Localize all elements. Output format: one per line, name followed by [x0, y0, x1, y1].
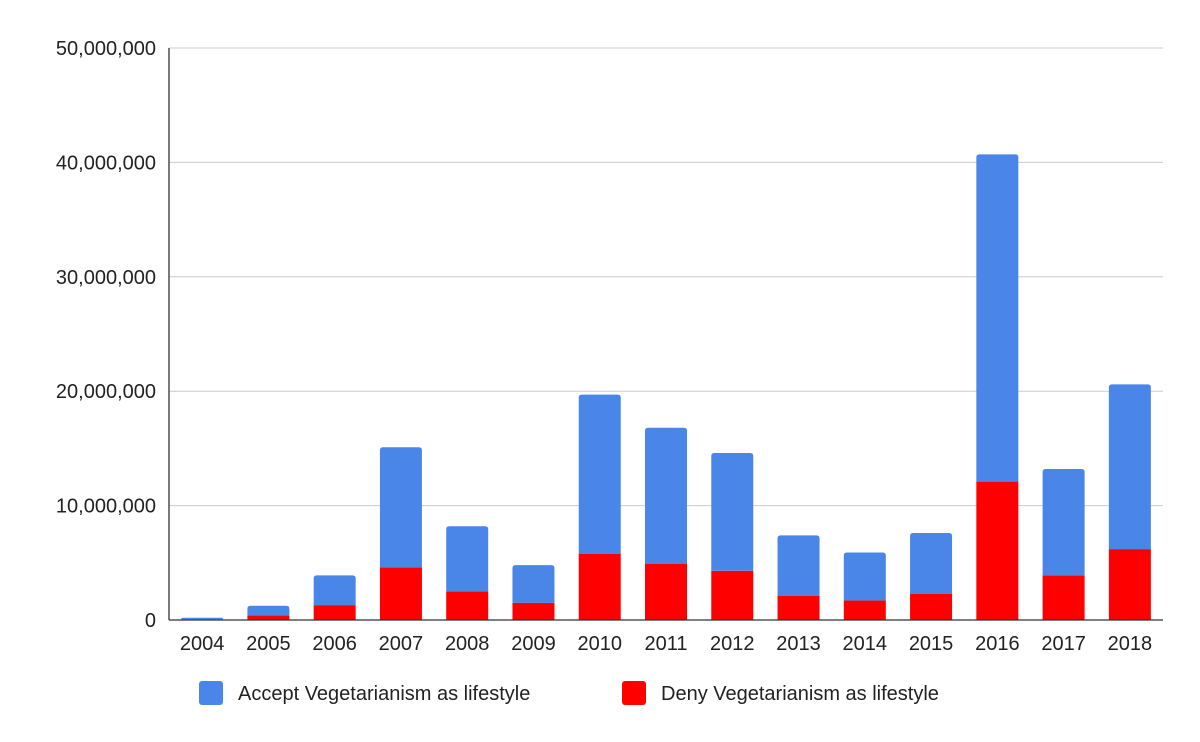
x-tick-label: 2009	[511, 633, 556, 655]
bar-segment-accept-2008	[446, 526, 489, 592]
legend-label: Accept Vegetarianism as lifestyle	[238, 683, 530, 705]
bar-segment-accept-2015	[910, 533, 953, 594]
x-tick-label: 2013	[776, 633, 821, 655]
bar-segment-accept-2010	[578, 394, 621, 554]
bar-segment-deny-2009	[512, 602, 555, 620]
y-tick-label: 30,000,000	[56, 267, 156, 289]
bar-segment-accept-2007	[379, 447, 422, 568]
bar-segment-deny-2016	[976, 481, 1019, 620]
x-tick-label: 2005	[246, 633, 291, 655]
axes	[168, 48, 1163, 621]
x-tick-label: 2004	[180, 633, 225, 655]
bar-segment-deny-2010	[578, 553, 621, 620]
bar-segment-deny-2005	[247, 615, 290, 620]
y-tick-label: 40,000,000	[56, 152, 156, 174]
bar-segment-deny-2008	[446, 591, 489, 620]
x-tick-label: 2014	[843, 633, 888, 655]
bar-segment-accept-2005	[247, 605, 290, 616]
bar-segment-deny-2018	[1108, 549, 1151, 620]
bar-segment-deny-2017	[1042, 575, 1085, 620]
bar-segment-deny-2011	[645, 563, 687, 620]
bars	[181, 154, 1151, 620]
bar-segment-accept-2018	[1108, 384, 1151, 550]
legend-swatch	[199, 681, 223, 705]
x-tick-label: 2015	[909, 633, 954, 655]
bar-segment-accept-2004	[181, 617, 224, 620]
legend-label: Deny Vegetarianism as lifestyle	[661, 683, 939, 705]
bar-segment-deny-2006	[313, 605, 356, 620]
x-tick-label: 2018	[1108, 633, 1153, 655]
x-axis-tick-labels: 2004 2005 2006 2007 2008 2009 2010 2011 2012 2013…	[180, 633, 1152, 655]
y-tick-label: 20,000,000	[56, 381, 156, 403]
bar-segment-accept-2013	[777, 535, 820, 596]
bar-segment-accept-2012	[711, 452, 754, 571]
x-tick-label: 2007	[379, 633, 424, 655]
bar-segment-accept-2016	[976, 154, 1019, 482]
x-tick-label: 2006	[312, 633, 357, 655]
bar-segment-deny-2013	[777, 595, 820, 620]
legend: Accept Vegetarianism as lifestyle Deny Ve…	[199, 681, 939, 705]
bar-segment-deny-2007	[379, 567, 422, 620]
legend-swatch	[622, 681, 646, 705]
x-tick-label: 2016	[975, 633, 1020, 655]
x-tick-label: 2012	[710, 633, 755, 655]
bar-segment-accept-2014	[843, 552, 886, 601]
y-tick-label: 50,000,000	[56, 38, 156, 60]
bar-segment-deny-2015	[910, 593, 953, 620]
x-tick-label: 2017	[1041, 633, 1086, 655]
y-tick-label: 0	[145, 610, 156, 632]
x-tick-label: 2008	[445, 633, 490, 655]
y-axis-tick-labels: 0 10,000,000 20,000,000 30,000,000 40,000,00…	[56, 38, 156, 632]
bar-segment-deny-2012	[711, 570, 754, 620]
bar-segment-accept-2009	[512, 565, 555, 603]
bar-segment-accept-2017	[1042, 468, 1085, 576]
bar-segment-accept-2011	[645, 427, 687, 564]
x-tick-label: 2011	[644, 633, 687, 655]
bar-segment-deny-2014	[843, 600, 886, 620]
x-tick-label: 2010	[577, 633, 622, 655]
y-tick-label: 10,000,000	[56, 496, 156, 518]
bar-segment-accept-2006	[313, 575, 356, 606]
